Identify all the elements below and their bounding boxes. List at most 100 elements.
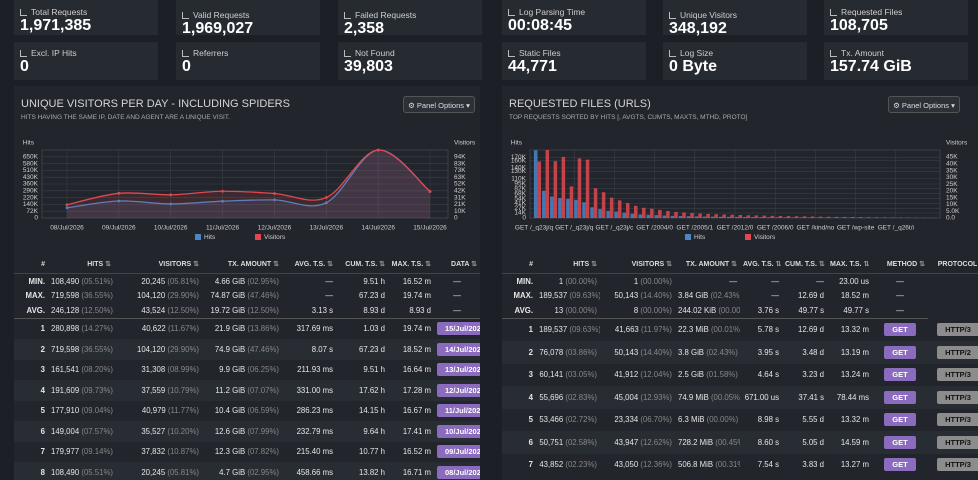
cell-percent: (09.63%) xyxy=(569,325,600,335)
data-row: 3 161,541 (08.20%) 31,308 (08.99%) 9.9 GiB … xyxy=(14,360,480,381)
data-row: 5 177,910 (09.04%) 40,979 (11.77%) 10.4 GiB… xyxy=(14,401,480,422)
table-cell: GET xyxy=(872,318,928,341)
cell-value: 53,466 xyxy=(539,415,564,425)
table-cell: HTTP/2 xyxy=(928,341,978,364)
cell-text: 17.28 m xyxy=(402,385,431,395)
column-header: DATA xyxy=(434,255,480,274)
cell-value: 37,559 xyxy=(141,385,166,395)
cell-value: 3.8 GiB xyxy=(678,347,705,357)
cell-text: 458.66 ms xyxy=(296,467,333,477)
table-cell: 1 (00.00%) xyxy=(536,274,600,289)
table-cell: 4 xyxy=(14,380,48,401)
cell-value: 13 xyxy=(554,305,564,315)
stat-card: Total Requests 1,971,385 xyxy=(14,0,158,35)
summary-row: MIN. 108,490 (05.51%) 20,245 (05.81%) 4.66 … xyxy=(14,274,480,289)
table-cell: 3.23 d xyxy=(782,364,827,387)
table-cell: 13.19 m xyxy=(827,341,872,364)
cell-text: 16.52 m xyxy=(402,447,431,457)
cell-text: 671.00 us xyxy=(744,392,779,402)
cell-text: 78.44 ms xyxy=(836,392,869,402)
cell-value: 74.9 GiB xyxy=(214,344,246,354)
protocol-badge: HTTP/3 xyxy=(937,323,978,336)
table-cell: GET xyxy=(872,431,928,454)
table-cell: 3 xyxy=(502,364,536,387)
cell-value: 23,334 xyxy=(614,415,639,425)
table-cell: 35,527 (10.20%) xyxy=(114,421,202,442)
table-cell: MIN. xyxy=(502,274,536,289)
cell-percent: (05.81%) xyxy=(167,276,199,286)
table-cell: 1 xyxy=(14,318,48,339)
table-cell: 10.4 GiB (06.59%) xyxy=(202,401,282,422)
cell-text: 19.74 m xyxy=(402,291,431,301)
stat-label: Total Requests xyxy=(20,7,87,17)
cell-percent: (03.05%) xyxy=(565,370,597,380)
table-cell: 50,143 (14.40%) xyxy=(600,289,675,304)
method-badge: 13/Jul/2026 xyxy=(437,363,480,377)
table-cell: — xyxy=(872,274,928,289)
panel-options[interactable]: Panel Options xyxy=(403,96,475,113)
table-cell: 11.2 GiB (07.07%) xyxy=(202,380,282,401)
table-cell: — xyxy=(740,274,782,289)
cell-text: 8.98 s xyxy=(757,415,779,425)
cell-text: — xyxy=(896,276,904,286)
cell-value: 4.7 GiB xyxy=(219,467,246,477)
cell-percent: (13.86%) xyxy=(247,324,279,334)
table-cell: 179,977 (09.14%) xyxy=(48,442,114,463)
table-cell: 43,852 (02.23%) xyxy=(536,454,600,477)
cell-value: 246,128 xyxy=(51,305,80,315)
table-cell: 76,078 (03.86%) xyxy=(536,341,600,364)
cell-text: 286.23 ms xyxy=(296,406,333,416)
cell-value: 161,541 xyxy=(51,365,80,375)
table-cell: GET xyxy=(872,341,928,364)
cell-percent: (06.25%) xyxy=(247,365,279,375)
table-cell: 4.64 s xyxy=(740,364,782,387)
method-badge: 12/Jul/2026 xyxy=(437,383,480,397)
table-cell: 3.13 s xyxy=(282,303,336,319)
table-cell: 18.52 m xyxy=(827,289,872,304)
cell-value: 280,898 xyxy=(51,324,80,334)
cell-text: 67.23 d xyxy=(358,344,385,354)
table-cell: 5.55 d xyxy=(782,409,827,432)
table-cell: 728.2 MiB (00.45%) xyxy=(675,431,740,454)
cell-value: 244.02 KiB xyxy=(678,305,717,315)
table-cell: 191,609 (09.73%) xyxy=(48,380,114,401)
panel-title: UNIQUE VISITORS PER DAY - INCLUDING SPID… xyxy=(21,98,290,110)
cell-percent: (11.67%) xyxy=(167,324,199,334)
protocol-badge: HTTP/3 xyxy=(937,368,978,382)
column-header: PROTOCOL xyxy=(928,255,978,274)
cell-value: 12.3 GiB xyxy=(214,447,246,457)
cell-percent: (10.79%) xyxy=(167,385,199,395)
cell-value: 31,308 xyxy=(141,365,166,375)
stat-value: 157.74 GiB xyxy=(830,58,912,75)
data-row: 1 280,898 (14.27%) 40,622 (11.67%) 21.9 GiB… xyxy=(14,318,480,339)
table-cell: 16.52 m xyxy=(388,442,434,463)
column-header: CUM. T.S. xyxy=(782,255,827,274)
cell-value: 189,537 xyxy=(539,291,568,301)
cell-text: 9.64 h xyxy=(363,426,385,436)
table-cell: 31,308 (08.99%) xyxy=(114,360,202,381)
table-cell: 215.40 ms xyxy=(282,442,336,463)
cell-text: 9.51 h xyxy=(363,365,385,375)
cell-text: 317.69 ms xyxy=(296,324,333,334)
cell-text: 6 xyxy=(40,426,45,436)
table-cell: HTTP/3 xyxy=(928,364,978,387)
table-cell: 2.5 GiB (01.58%) xyxy=(675,364,740,387)
table-cell: 232.79 ms xyxy=(282,421,336,442)
table-cell: 244.02 KiB (00.00%) xyxy=(675,303,740,319)
cell-text: 67.23 d xyxy=(358,291,385,301)
stat-label: Requested Files xyxy=(830,7,902,17)
cell-value: 1 xyxy=(558,276,564,286)
cell-value: 74.87 GiB xyxy=(210,291,246,301)
cell-text: 49.77 s xyxy=(843,305,869,315)
panel-options[interactable]: Panel Options xyxy=(888,96,960,113)
table-cell: 189,537 (09.63%) xyxy=(536,318,600,341)
table-cell: 13 (00.00%) xyxy=(536,303,600,319)
cell-percent: (02.95%) xyxy=(247,276,279,286)
table-cell: HTTP/3 xyxy=(928,431,978,454)
cell-text: 2 xyxy=(40,344,45,354)
cell-text: 7 xyxy=(40,447,45,457)
cell-percent: (07.07%) xyxy=(247,385,279,395)
data-row: 4 191,609 (09.73%) 37,559 (10.79%) 11.2 GiB… xyxy=(14,380,480,401)
cell-text: 8.07 s xyxy=(311,344,333,354)
table-cell: 506.8 MiB (00.31%) xyxy=(675,454,740,477)
